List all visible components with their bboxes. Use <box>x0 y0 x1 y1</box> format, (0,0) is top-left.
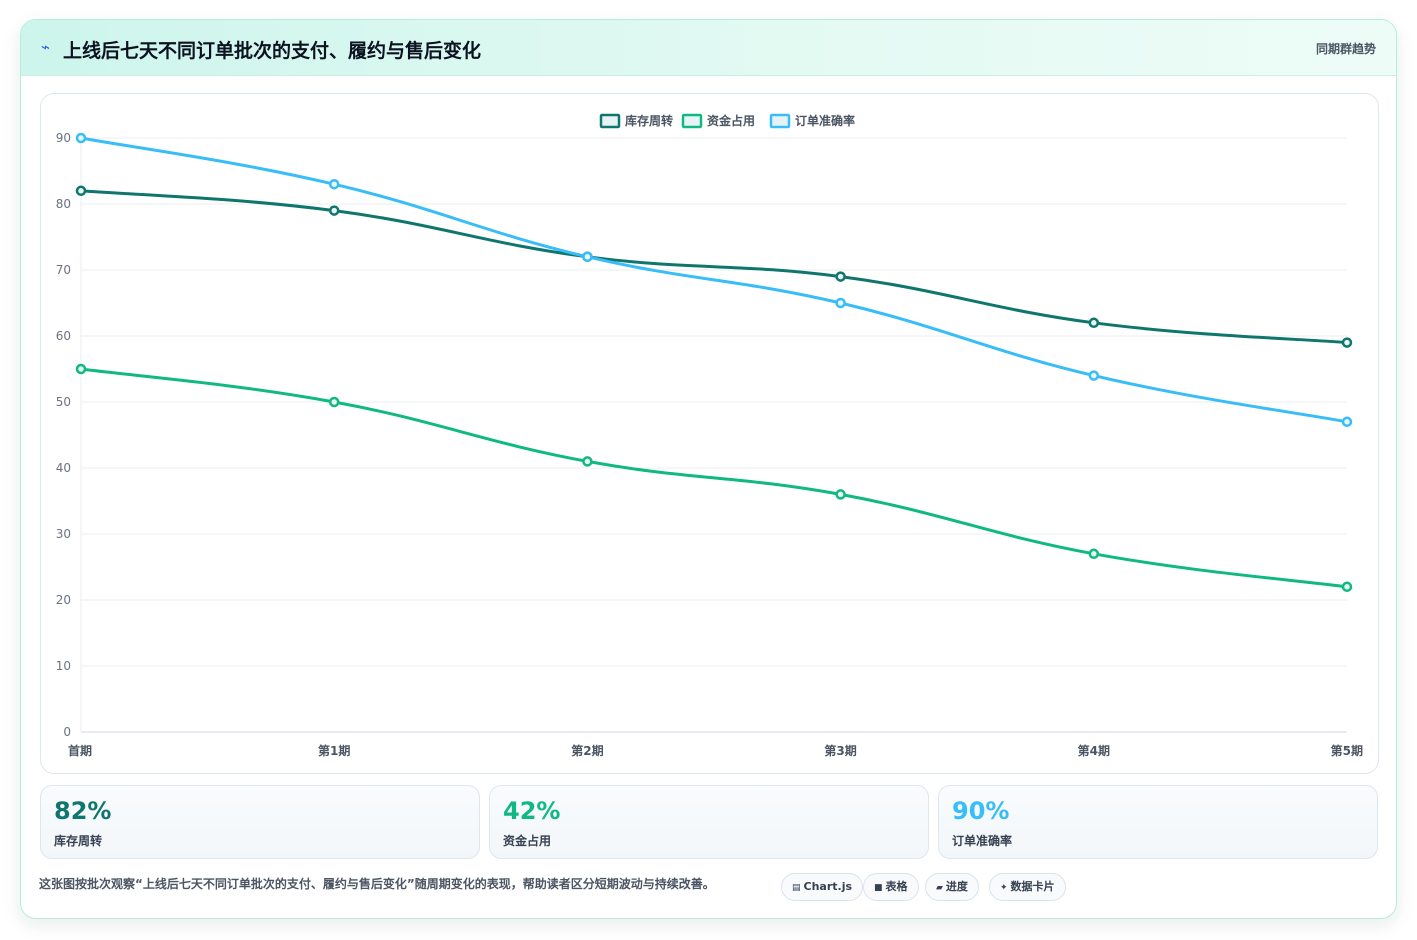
chip-chartjs[interactable]: ▤ Chart.js <box>781 873 864 901</box>
data-point <box>835 271 846 282</box>
x-tick-label: 第1期 <box>318 743 350 758</box>
data-point <box>75 363 87 375</box>
y-tick-label: 10 <box>56 659 71 673</box>
data-point <box>582 251 593 263</box>
data-point <box>582 456 593 467</box>
chip-label: 数据卡片 <box>1010 880 1055 893</box>
chip-label: 进度 <box>945 880 968 893</box>
legend-label: 库存周转 <box>625 113 673 128</box>
chip-table[interactable]: ■ 表格 <box>863 873 919 901</box>
data-point <box>835 489 846 500</box>
data-point <box>1088 317 1100 329</box>
kpi-label: 库存周转 <box>54 834 103 848</box>
legend-swatch <box>599 113 621 129</box>
y-tick-label: 40 <box>56 461 71 475</box>
chart-description: 这张图按批次观察“上线后七天不同订单批次的支付、履约与售后变化”随周期变化的表现… <box>39 877 715 891</box>
table-icon: ■ <box>874 883 883 893</box>
kpi-value: 82% <box>54 797 112 825</box>
chip-data-card[interactable]: ✦ 数据卡片 <box>989 873 1066 901</box>
chart-icon: ▤ <box>792 883 801 893</box>
data-point <box>328 205 340 216</box>
x-tick-label: 首期 <box>68 743 92 758</box>
chip-label: 表格 <box>885 880 908 893</box>
x-tick-label: 第2期 <box>571 743 603 758</box>
legend-swatch <box>769 113 791 129</box>
legend-label: 订单准确率 <box>795 113 855 128</box>
series-line <box>80 367 1348 589</box>
y-tick-label: 70 <box>56 263 71 277</box>
y-tick-label: 20 <box>56 593 71 607</box>
y-tick-label: 30 <box>56 527 71 541</box>
data-point <box>75 132 87 144</box>
data-point <box>328 178 340 190</box>
data-point <box>1341 581 1353 593</box>
data-point <box>1088 370 1100 381</box>
chart-container: 0 10 20 30 40 50 60 70 80 90 首期 第1期 第2期 第3期 第4期 第5期 库存周转… <box>40 93 1379 774</box>
progress-icon: ▰ <box>936 883 943 893</box>
legend-swatch <box>681 113 703 129</box>
card-header: ⌁ 上线后七天不同订单批次的支付、履约与售后变化 同期群趋势 <box>21 20 1396 76</box>
series-line <box>80 189 1348 345</box>
line-chart: 0 10 20 30 40 50 60 70 80 90 首期 第1期 第2期 第3期 第4期 第5期 库存周转… <box>56 113 1363 758</box>
kpi-value: 90% <box>952 797 1010 825</box>
kpi-card-inventory: 82% 库存周转 <box>40 785 480 859</box>
data-point <box>1341 337 1353 348</box>
data-point <box>75 185 87 197</box>
chart-card: ⌁ 上线后七天不同订单批次的支付、履约与售后变化 同期群趋势 0 10 20 30 40… <box>20 19 1397 919</box>
header-tag: 同期群趋势 <box>1315 42 1376 56</box>
x-tick-label: 第5期 <box>1331 743 1363 758</box>
bolt-icon: ⌁ <box>41 38 51 56</box>
chip-label: Chart.js <box>803 880 853 893</box>
kpi-label: 资金占用 <box>503 834 552 848</box>
legend-label: 资金占用 <box>707 113 755 128</box>
data-point <box>1088 548 1100 560</box>
kpi-label: 订单准确率 <box>952 834 1013 848</box>
x-tick-label: 第4期 <box>1078 743 1110 758</box>
data-point <box>328 396 340 408</box>
data-point <box>835 297 846 309</box>
y-tick-label: 60 <box>56 329 71 343</box>
x-tick-label: 第3期 <box>824 743 856 758</box>
y-tick-label: 90 <box>56 131 71 145</box>
kpi-card-capital: 42% 资金占用 <box>489 785 929 859</box>
sparkle-icon: ✦ <box>1000 883 1008 893</box>
kpi-value: 42% <box>503 797 561 825</box>
y-tick-label: 0 <box>63 725 71 739</box>
y-tick-label: 80 <box>56 197 71 211</box>
page-title: 上线后七天不同订单批次的支付、履约与售后变化 <box>63 40 482 62</box>
chip-progress[interactable]: ▰ 进度 <box>925 873 979 901</box>
y-tick-label: 50 <box>56 395 71 409</box>
data-point <box>1341 416 1353 428</box>
series-line <box>80 136 1348 424</box>
kpi-card-accuracy: 90% 订单准确率 <box>938 785 1378 859</box>
